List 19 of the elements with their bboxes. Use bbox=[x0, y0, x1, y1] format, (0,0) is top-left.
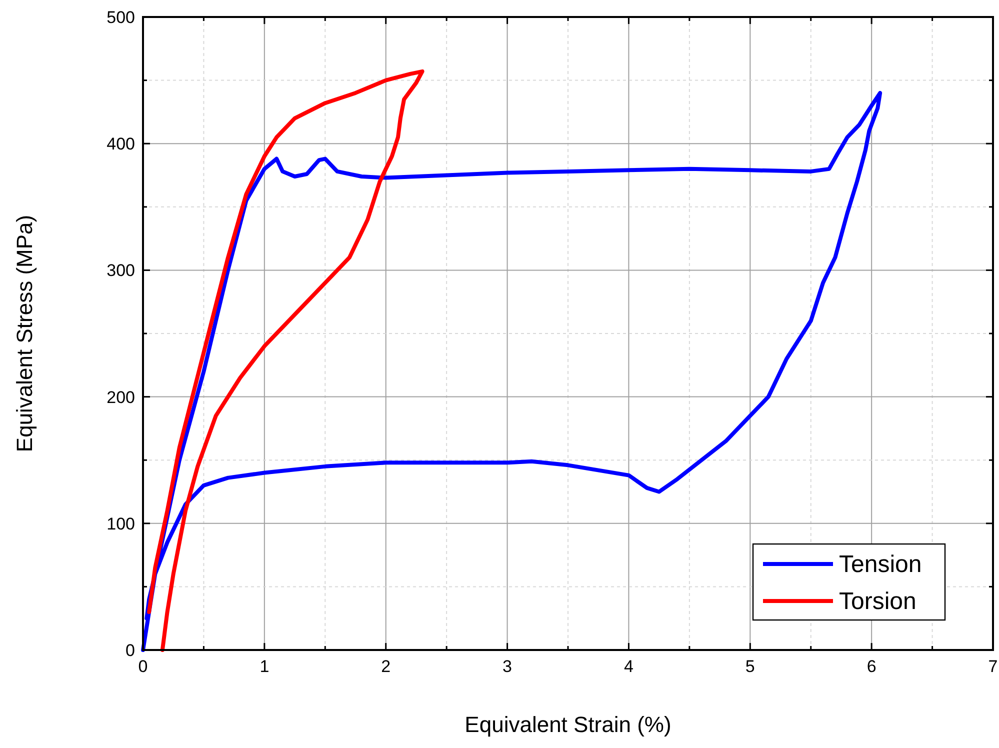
line-series bbox=[147, 69, 424, 652]
x-tick-label: 3 bbox=[502, 657, 512, 676]
x-tick-label: 4 bbox=[624, 657, 634, 676]
y-tick-label: 200 bbox=[106, 388, 135, 407]
legend-label: Tension bbox=[839, 551, 922, 578]
legend-label: Torsion bbox=[839, 588, 916, 615]
x-tick-label: 1 bbox=[260, 657, 270, 676]
y-tick-label: 0 bbox=[126, 641, 135, 660]
x-axis-title: Equivalent Strain (%) bbox=[464, 712, 672, 737]
y-axis-title: Equivalent Stress (MPa) bbox=[12, 214, 37, 452]
y-tick-label: 300 bbox=[106, 261, 135, 280]
y-tick-label: 500 bbox=[106, 8, 135, 27]
y-tick-label: 400 bbox=[106, 134, 135, 154]
x-tick-label: 0 bbox=[138, 657, 148, 676]
x-tick-label: 5 bbox=[745, 657, 755, 676]
y-tick-label: 100 bbox=[106, 514, 135, 534]
x-tick-label: 6 bbox=[866, 657, 876, 676]
x-tick-label: 2 bbox=[381, 657, 391, 676]
x-tick-label: 7 bbox=[988, 657, 998, 676]
